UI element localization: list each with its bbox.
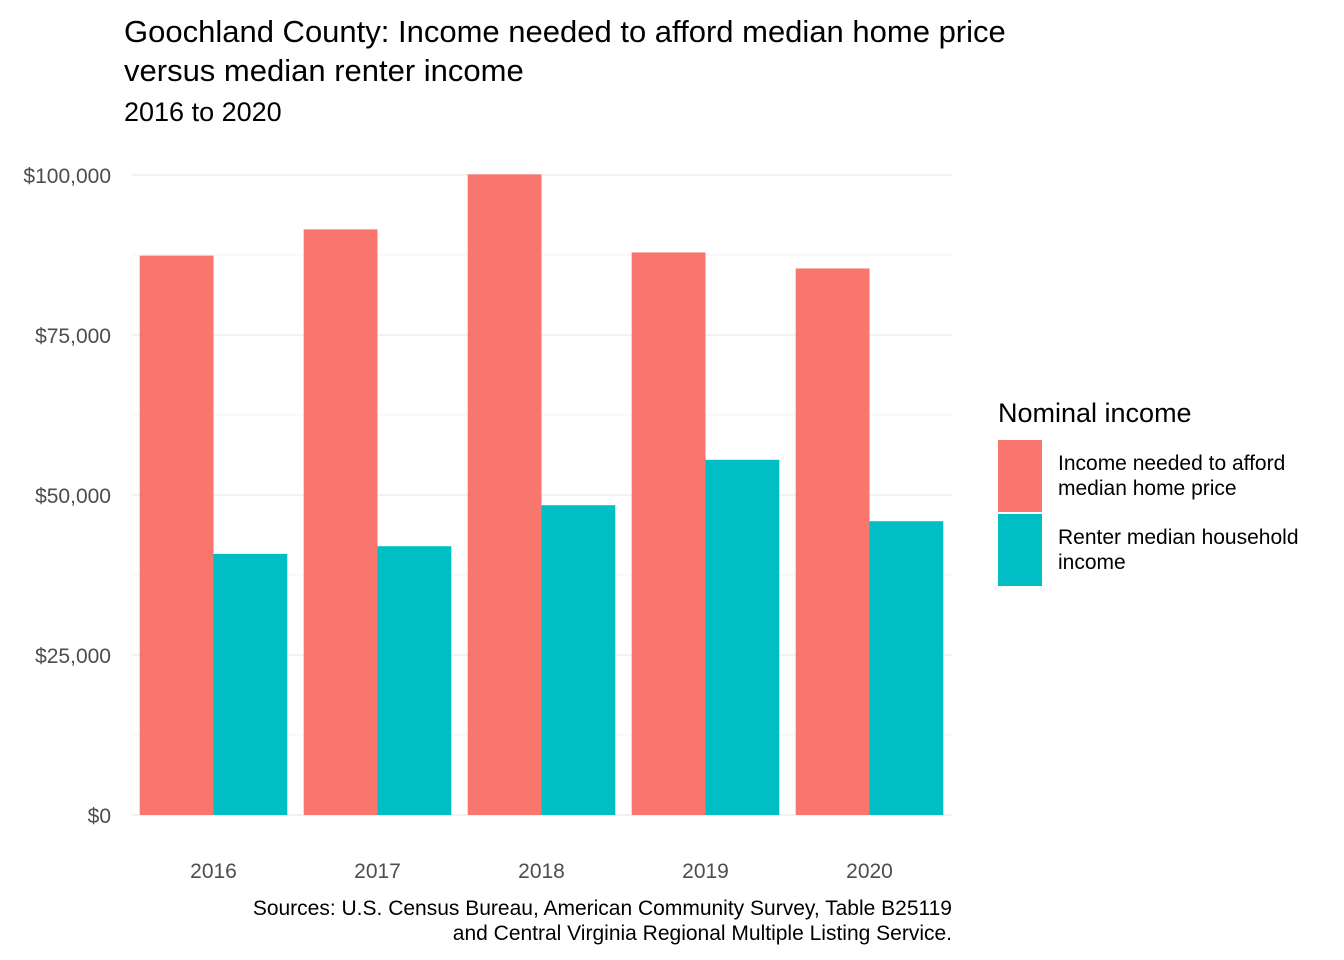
x-tick-label-2016: 2016: [190, 860, 237, 883]
legend: Nominal income Income needed to afford m…: [998, 396, 1344, 588]
bar-2016-series-0: [139, 255, 214, 815]
bar-2020-series-1: [869, 521, 944, 815]
y-tick-label-0: $0: [88, 805, 111, 828]
legend-label-home-price: Income needed to afford median home pric…: [1058, 452, 1286, 500]
legend-label-renter-income: Renter median household income: [1058, 526, 1299, 574]
legend-key-renter-income: [998, 514, 1042, 586]
bar-2017-series-1: [377, 546, 452, 815]
bar-2018-series-0: [467, 174, 542, 816]
legend-key-home-price: [998, 440, 1042, 512]
x-tick-label-2020: 2020: [846, 860, 893, 883]
legend-item-renter-income: Renter median household income: [998, 514, 1344, 586]
bar-2017-series-0: [303, 229, 378, 815]
y-tick-label-1: $25,000: [35, 645, 111, 668]
y-tick-label-3: $75,000: [35, 325, 111, 348]
y-tick-label-4: $100,000: [23, 165, 111, 188]
bar-2020-series-0: [795, 268, 870, 815]
chart-caption: Sources: U.S. Census Bureau, American Co…: [252, 897, 952, 945]
bar-2019-series-0: [631, 252, 706, 815]
legend-title: Nominal income: [998, 398, 1192, 428]
x-tick-label-2017: 2017: [354, 860, 401, 883]
bar-2016-series-1: [213, 553, 288, 815]
x-tick-label-2019: 2019: [682, 860, 729, 883]
chart-title: Goochland County: Income needed to affor…: [124, 14, 1006, 88]
x-tick-label-2018: 2018: [518, 860, 565, 883]
legend-item-home-price: Income needed to afford median home pric…: [998, 440, 1344, 512]
chart-subtitle: 2016 to 2020: [124, 97, 282, 127]
y-tick-label-2: $50,000: [35, 485, 111, 508]
bar-2018-series-1: [541, 505, 616, 815]
bar-2019-series-1: [705, 459, 780, 815]
